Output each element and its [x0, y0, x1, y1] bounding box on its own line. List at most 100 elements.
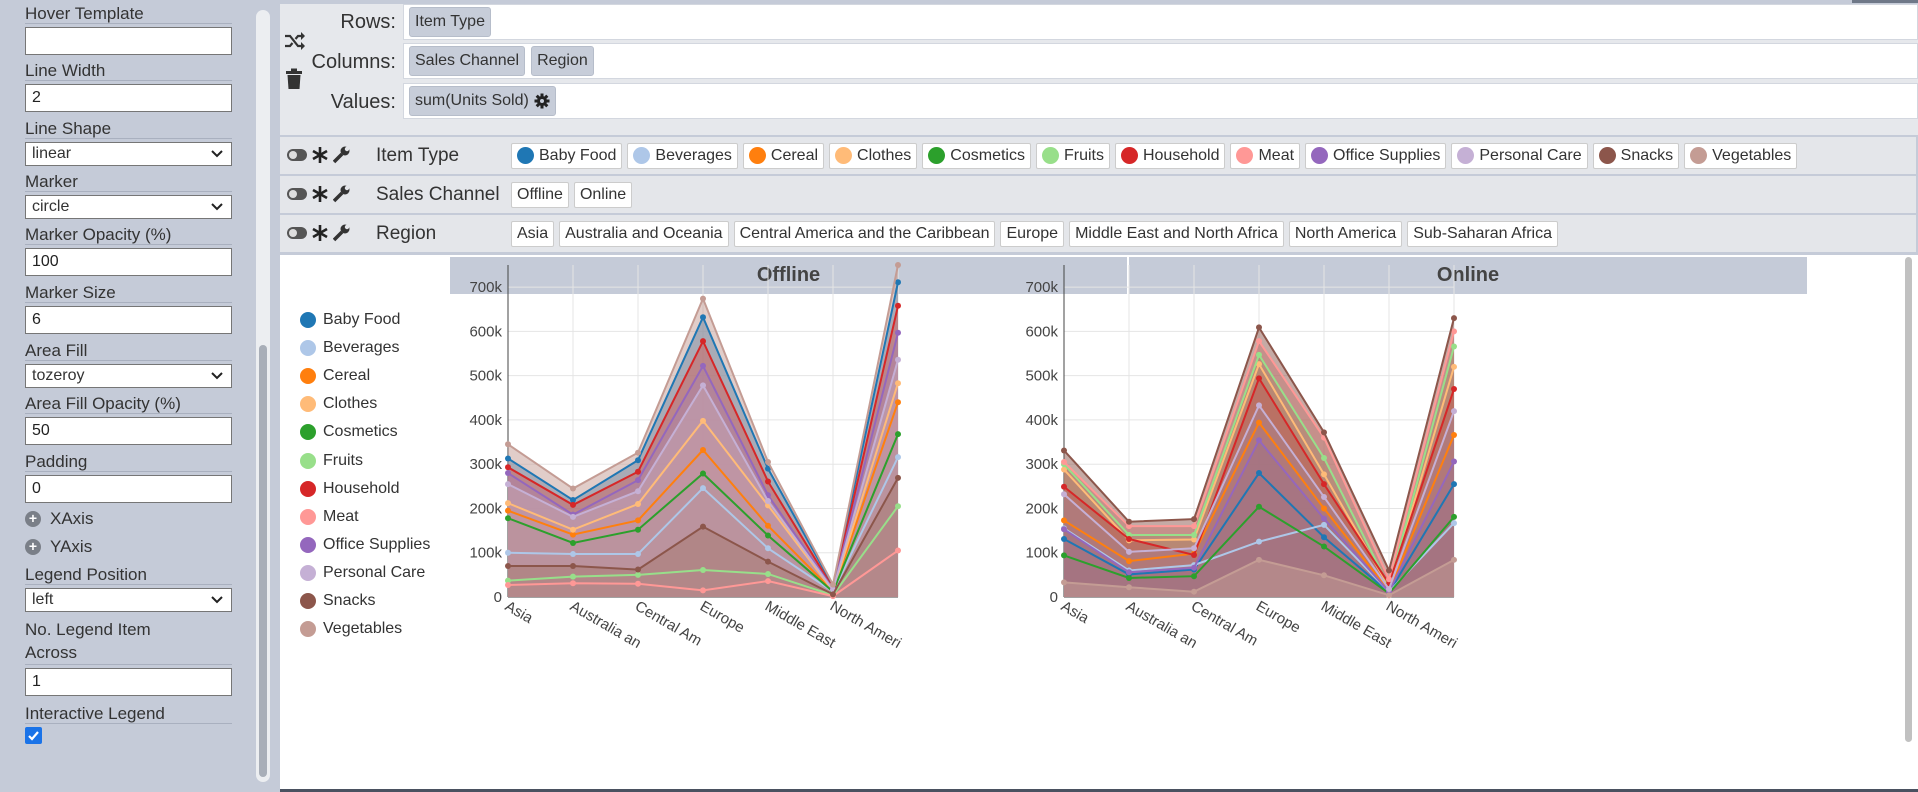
point-clothes[interactable]: [505, 500, 511, 507]
legend-item-office-supplies[interactable]: Office Supplies: [300, 534, 430, 556]
point-personal-care[interactable]: [1061, 491, 1067, 498]
point-clothes[interactable]: [700, 417, 706, 424]
filter-chip-sub-saharan-africa[interactable]: Sub-Saharan Africa: [1407, 220, 1558, 247]
legend-item-fruits[interactable]: Fruits: [300, 450, 363, 472]
wrench-icon[interactable]: [333, 224, 351, 242]
point-beverages[interactable]: [765, 545, 771, 552]
point-vegetables[interactable]: [1191, 588, 1197, 595]
point-personal-care[interactable]: [1321, 493, 1327, 500]
point-vegetables[interactable]: [1451, 556, 1457, 563]
point-cosmetics[interactable]: [1126, 574, 1132, 581]
point-personal-care[interactable]: [1126, 548, 1132, 555]
padding-input[interactable]: [25, 475, 232, 503]
point-snacks[interactable]: [895, 474, 901, 481]
filter-chip-vegetables[interactable]: Vegetables: [1684, 142, 1798, 169]
filter-chip-australia-and-oceania[interactable]: Australia and Oceania: [559, 220, 729, 247]
point-fruits[interactable]: [700, 566, 706, 573]
point-vegetables[interactable]: [1061, 579, 1067, 586]
point-meat[interactable]: [1386, 576, 1392, 583]
point-cosmetics[interactable]: [1451, 513, 1457, 520]
point-clothes[interactable]: [1256, 361, 1262, 368]
point-office-supplies[interactable]: [700, 362, 706, 369]
columns-drop-zone[interactable]: Sales Channel Region: [403, 43, 1918, 79]
point-baby-food[interactable]: [1321, 534, 1327, 541]
filter-chip-online[interactable]: Online: [573, 181, 633, 208]
point-personal-care[interactable]: [700, 382, 706, 389]
point-vegetables[interactable]: [1386, 592, 1392, 599]
point-meat[interactable]: [765, 578, 771, 585]
point-clothes[interactable]: [1321, 471, 1327, 478]
point-meat[interactable]: [570, 580, 576, 587]
point-personal-care[interactable]: [1451, 408, 1457, 415]
point-snacks[interactable]: [1386, 567, 1392, 574]
pill-sales-channel[interactable]: Sales Channel: [409, 46, 526, 76]
point-household[interactable]: [1451, 385, 1457, 392]
toggle-icon[interactable]: [287, 227, 307, 239]
asterisk-icon[interactable]: [312, 146, 328, 164]
legend-item-cereal[interactable]: Cereal: [300, 365, 370, 387]
point-beverages[interactable]: [635, 551, 641, 558]
point-meat[interactable]: [1061, 458, 1067, 465]
legend-item-personal-care[interactable]: Personal Care: [300, 562, 425, 584]
point-cosmetics[interactable]: [1061, 552, 1067, 559]
point-vegetables[interactable]: [570, 485, 576, 492]
filter-chip-snacks[interactable]: Snacks: [1592, 142, 1680, 169]
wrench-icon[interactable]: [333, 185, 351, 203]
point-personal-care[interactable]: [765, 497, 771, 504]
marker-select[interactable]: circle: [25, 195, 232, 219]
point-snacks[interactable]: [505, 563, 511, 570]
filter-chip-baby-food[interactable]: Baby Food: [511, 142, 623, 169]
point-clothes[interactable]: [1451, 363, 1457, 370]
point-office-supplies[interactable]: [1256, 437, 1262, 444]
point-vegetables[interactable]: [1256, 556, 1262, 563]
point-snacks[interactable]: [830, 591, 836, 598]
point-cosmetics[interactable]: [635, 526, 641, 533]
point-snacks[interactable]: [635, 566, 641, 573]
xaxis-expander[interactable]: + XAxis: [25, 505, 232, 533]
point-fruits[interactable]: [1321, 455, 1327, 462]
gear-icon[interactable]: [534, 93, 550, 109]
point-meat[interactable]: [635, 580, 641, 587]
point-office-supplies[interactable]: [505, 470, 511, 477]
filter-chip-fruits[interactable]: Fruits: [1035, 142, 1110, 169]
point-baby-food[interactable]: [1256, 470, 1262, 477]
point-cereal[interactable]: [635, 517, 641, 524]
point-fruits[interactable]: [635, 571, 641, 578]
point-household[interactable]: [765, 478, 771, 485]
point-office-supplies[interactable]: [895, 329, 901, 336]
point-office-supplies[interactable]: [1126, 569, 1132, 576]
point-cosmetics[interactable]: [765, 532, 771, 539]
point-vegetables[interactable]: [765, 458, 771, 465]
filter-chip-middle-east-and-north-africa[interactable]: Middle East and North Africa: [1069, 220, 1284, 247]
point-household[interactable]: [570, 501, 576, 508]
area-fill-opacity-input[interactable]: [25, 417, 232, 445]
point-clothes[interactable]: [1191, 536, 1197, 543]
marker-opacity-input[interactable]: [25, 248, 232, 276]
point-meat[interactable]: [1191, 523, 1197, 530]
point-snacks[interactable]: [1191, 516, 1197, 523]
point-personal-care[interactable]: [570, 513, 576, 520]
trash-icon[interactable]: [285, 68, 303, 90]
point-cosmetics[interactable]: [1321, 543, 1327, 550]
point-personal-care[interactable]: [1256, 402, 1262, 409]
line-width-input[interactable]: [25, 84, 232, 112]
interactive-legend-checkbox[interactable]: [25, 727, 42, 744]
chart-scrollbar[interactable]: [1905, 257, 1912, 742]
filter-chip-household[interactable]: Household: [1114, 142, 1226, 169]
point-fruits[interactable]: [1191, 532, 1197, 539]
point-snacks[interactable]: [765, 558, 771, 565]
yaxis-expander[interactable]: + YAxis: [25, 533, 232, 561]
point-vegetables[interactable]: [635, 449, 641, 456]
area-fill-select[interactable]: tozeroy: [25, 364, 232, 388]
legend-item-household[interactable]: Household: [300, 478, 400, 500]
marker-size-input[interactable]: [25, 306, 232, 334]
filter-chip-europe[interactable]: Europe: [1000, 220, 1065, 247]
point-office-supplies[interactable]: [1061, 526, 1067, 533]
point-fruits[interactable]: [1451, 343, 1457, 350]
point-cereal[interactable]: [505, 507, 511, 514]
filter-chip-asia[interactable]: Asia: [511, 220, 555, 247]
point-meat[interactable]: [505, 582, 511, 589]
legend-item-cosmetics[interactable]: Cosmetics: [300, 421, 398, 443]
wrench-icon[interactable]: [333, 146, 351, 164]
point-fruits[interactable]: [1256, 351, 1262, 358]
